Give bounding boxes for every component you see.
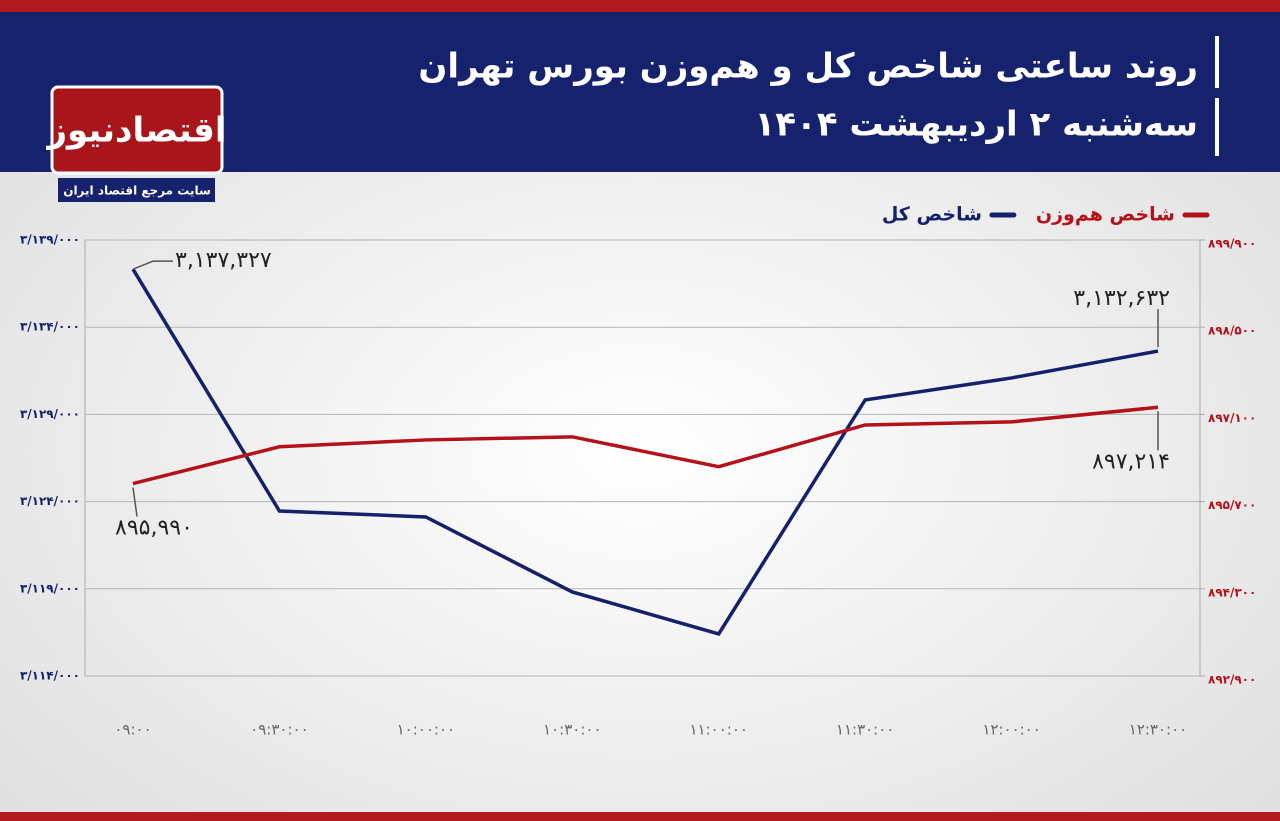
x-tick-label: ۱۲:۳۰:۰۰ — [1129, 721, 1187, 739]
x-tick-label: ۱۰:۰۰:۰۰ — [397, 721, 455, 739]
data-label: ۸۹۷,۲۱۴ — [1092, 449, 1170, 474]
y-tick-label: ۳/۱۳۹/۰۰۰ — [20, 233, 80, 247]
y2-tick-label: ۸۹۵/۷۰۰ — [1208, 498, 1256, 512]
data-label: ۸۹۵,۹۹۰ — [115, 516, 193, 541]
y2-tick-label: ۸۹۷/۱۰۰ — [1208, 411, 1256, 425]
logo: اقتصادنیوز — [45, 111, 226, 151]
logo-tag-box — [58, 178, 215, 202]
series-line — [132, 405, 1159, 486]
title: روند ساعتی شاخص کل و هم‌وزن بورس تهران — [418, 47, 1198, 87]
bottom-stripe — [0, 812, 1280, 821]
logo-tagline: سایت مرجع اقتصاد ایران — [63, 184, 211, 198]
y2-tick-label: ۸۹۸/۵۰۰ — [1208, 324, 1256, 338]
data-label: ۳,۱۳۷,۳۲۷ — [175, 248, 272, 273]
legend-label: شاخص هم‌وزن — [1036, 204, 1175, 226]
y2-tick-label: ۸۹۲/۹۰۰ — [1208, 673, 1256, 687]
y-tick-label: ۳/۱۱۴/۰۰۰ — [20, 669, 80, 683]
y2-tick-label: ۸۹۹/۹۰۰ — [1208, 237, 1256, 251]
y-tick-label: ۳/۱۲۴/۰۰۰ — [20, 494, 80, 508]
x-tick-label: ۰۹:۰۰ — [114, 721, 151, 739]
y-tick-label: ۳/۱۱۹/۰۰۰ — [20, 581, 80, 595]
x-tick-label: ۱۲:۰۰:۰۰ — [982, 721, 1040, 739]
x-tick-label: ۱۱:۳۰:۰۰ — [836, 721, 894, 739]
top-stripe — [0, 0, 1280, 12]
leader-line — [132, 260, 173, 270]
title-bar — [1215, 98, 1219, 156]
data-label: ۳,۱۳۲,۶۳۲ — [1073, 286, 1170, 311]
leader-line — [132, 487, 138, 517]
title-bar — [1215, 36, 1219, 88]
y-tick-label: ۳/۱۲۹/۰۰۰ — [20, 407, 80, 421]
x-tick-label: ۱۱:۰۰:۰۰ — [689, 721, 747, 739]
series-line — [131, 268, 1159, 637]
subtitle: سه‌شنبه ۲ اردیبهشت ۱۴۰۴ — [754, 105, 1198, 145]
logo-box — [50, 85, 224, 175]
legend-label: شاخص کل — [882, 204, 982, 226]
y-tick-label: ۳/۱۳۴/۰۰۰ — [20, 320, 80, 334]
x-tick-label: ۰۹:۳۰:۰۰ — [250, 721, 308, 739]
y2-tick-label: ۸۹۴/۳۰۰ — [1208, 585, 1256, 599]
x-tick-label: ۱۰:۳۰:۰۰ — [543, 721, 601, 739]
